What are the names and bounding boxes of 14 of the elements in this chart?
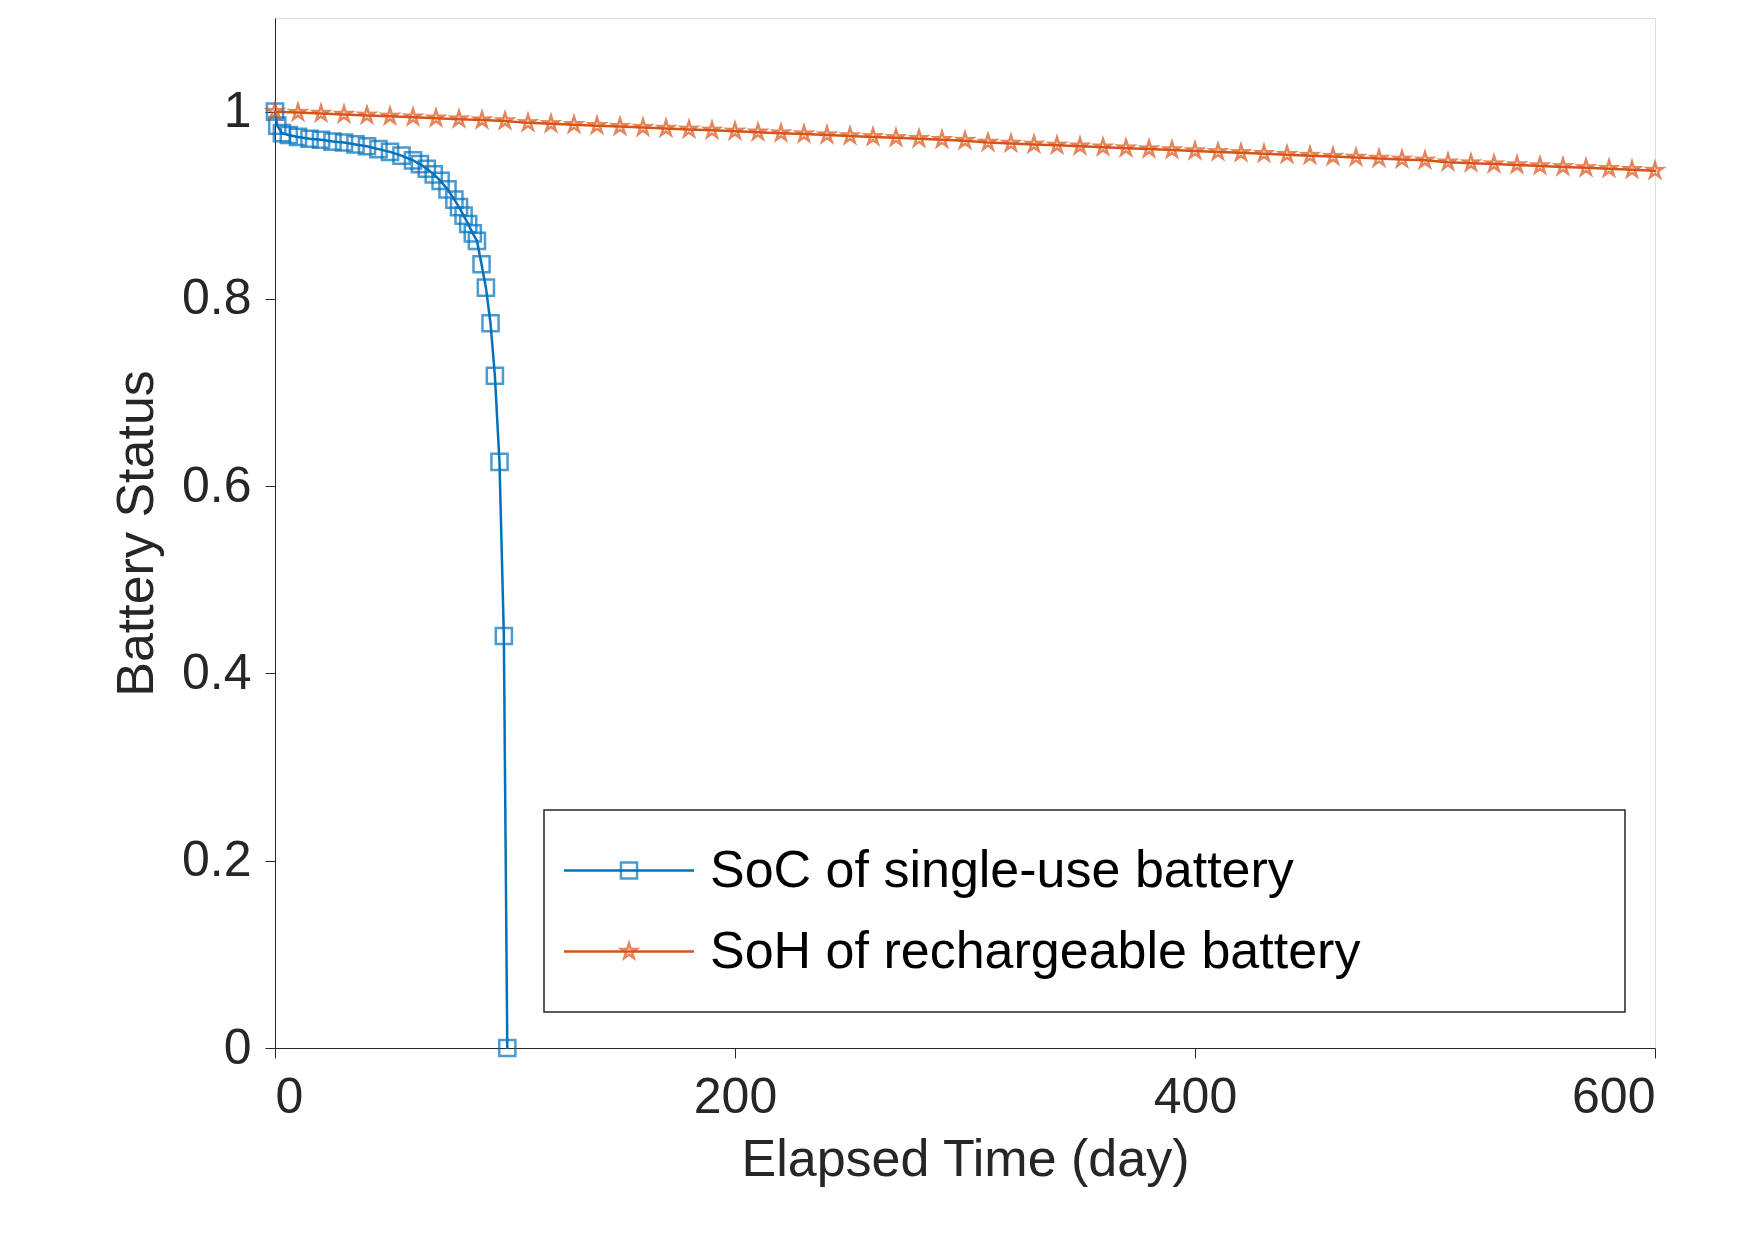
y-tick-label: 0.6: [181, 456, 252, 513]
x-tick-label: 200: [693, 1067, 778, 1124]
y-tick-label: 0.8: [181, 269, 252, 326]
x-tick-label: 400: [1153, 1067, 1238, 1124]
y-tick-label: 0.4: [181, 643, 252, 700]
y-axis-title: Battery Status: [105, 370, 164, 697]
x-tick-label: 0: [275, 1067, 304, 1124]
legend-label: SoH of rechargeable battery: [710, 920, 1361, 979]
x-axis-title: Elapsed Time (day): [741, 1128, 1190, 1187]
x-tick-label: 600: [1572, 1067, 1656, 1124]
y-tick-label: 1: [223, 82, 252, 139]
y-tick-label: 0: [223, 1018, 252, 1075]
y-tick-label: 0.2: [181, 831, 252, 888]
legend-label: SoC of single-use battery: [710, 839, 1294, 898]
